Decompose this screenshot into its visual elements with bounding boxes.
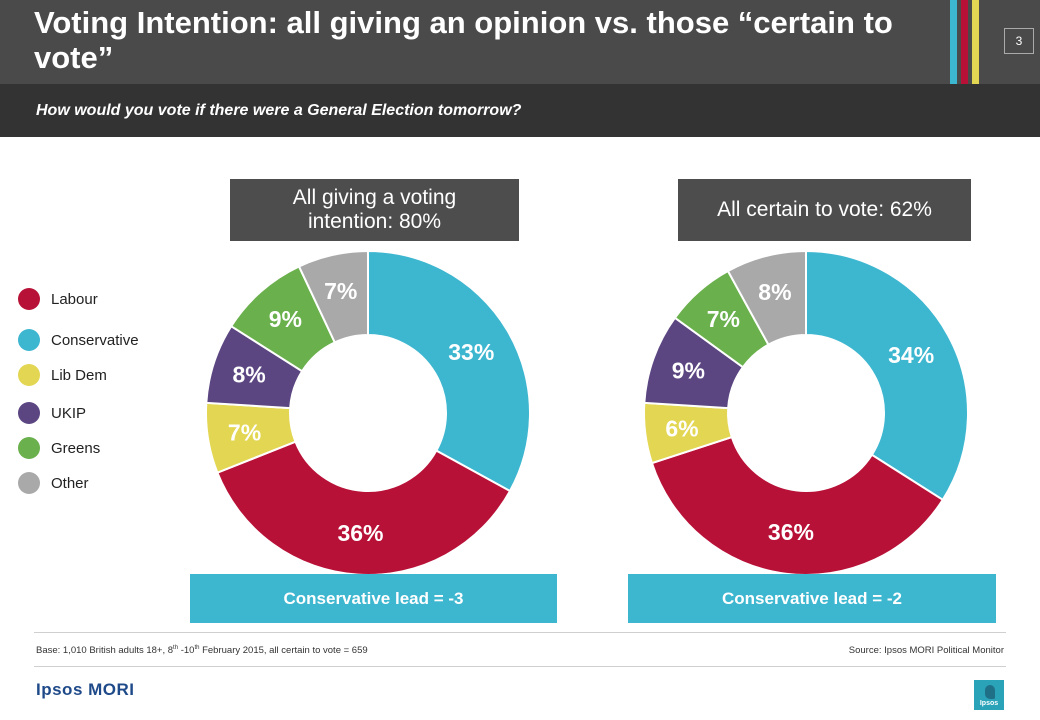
title-bar: Voting Intention: all giving an opinion … bbox=[0, 0, 1040, 84]
donut-slice-other bbox=[297, 249, 369, 344]
donut-slice-labour bbox=[216, 440, 512, 576]
legend-label: Other bbox=[51, 475, 89, 492]
footer-divider-bottom bbox=[34, 666, 1006, 667]
legend-dot-icon bbox=[18, 288, 40, 310]
base-sup-2: th bbox=[194, 645, 200, 651]
chart-1-title-text: All giving a voting intention: 80% bbox=[292, 186, 457, 233]
footer-divider-top bbox=[34, 632, 1006, 633]
legend-dot-icon bbox=[18, 402, 40, 424]
chart-1-lead-box: Conservative lead = -3 bbox=[190, 574, 557, 623]
legend-item-ukip: UKIP bbox=[18, 402, 178, 426]
donut-chart-all-giving: 33% 36% 7% 8% 9% 7% bbox=[205, 249, 531, 576]
page-number: 3 bbox=[1004, 28, 1034, 54]
donut-slice-conservative bbox=[805, 249, 969, 502]
slice-label-lib-dem: 7% bbox=[228, 420, 261, 446]
slice-label-ukip: 9% bbox=[672, 358, 705, 384]
legend-dot-icon bbox=[18, 472, 40, 494]
chart-2-lead-text: Conservative lead = -2 bbox=[721, 588, 902, 608]
source-note: Source: Ipsos MORI Political Monitor bbox=[848, 645, 1004, 656]
legend-item-greens: Greens bbox=[18, 437, 178, 461]
chart-2-title-text: All certain to vote: 62% bbox=[717, 198, 932, 221]
accent-stripe-yellow bbox=[972, 0, 979, 84]
slice-label-greens: 9% bbox=[269, 306, 302, 332]
donut-slice-labour bbox=[650, 435, 945, 576]
slice-label-other: 8% bbox=[758, 279, 791, 305]
base-mid: -10 bbox=[178, 645, 195, 657]
legend-label: Greens bbox=[51, 440, 101, 457]
chart-2-lead-box: Conservative lead = -2 bbox=[628, 574, 996, 623]
donut-slice-other bbox=[726, 249, 807, 347]
slice-label-ukip: 8% bbox=[232, 361, 265, 387]
accent-stripe-cyan bbox=[950, 0, 957, 84]
accent-stripe-red bbox=[961, 0, 968, 84]
slice-label-labour: 36% bbox=[337, 520, 383, 546]
legend-dot-icon bbox=[18, 329, 40, 351]
legend-label: Conservative bbox=[51, 332, 139, 349]
ipsos-logo-icon: Ipsos bbox=[974, 680, 1004, 710]
page-title: Voting Intention: all giving an opinion … bbox=[34, 5, 893, 75]
base-note: Base: 1,010 British adults 18+, 8th -10t… bbox=[36, 645, 368, 656]
base-prefix: Base: 1,010 British adults 18+, 8 bbox=[36, 645, 174, 657]
subtitle-bar bbox=[0, 84, 1040, 137]
donut-chart-certain-to-vote: 34% 36% 6% 9%7% 8% bbox=[643, 249, 969, 576]
base-sup-1: th bbox=[173, 645, 179, 651]
slice-label-conservative: 34% bbox=[888, 342, 934, 368]
legend-item-conservative: Conservative bbox=[18, 329, 178, 353]
chart-2-title: All certain to vote: 62% bbox=[678, 179, 971, 241]
slice-label-lib-dem: 6% bbox=[665, 416, 698, 442]
logo-mark bbox=[985, 685, 995, 699]
slice-label-greens: 7% bbox=[707, 306, 740, 332]
slice-label-labour: 36% bbox=[768, 519, 814, 545]
legend-item-other: Other bbox=[18, 472, 178, 496]
logo-text: Ipsos bbox=[979, 700, 999, 707]
slice-label-other: 7% bbox=[324, 278, 357, 304]
legend-label: UKIP bbox=[51, 405, 87, 422]
chart-1-lead-text: Conservative lead = -3 bbox=[283, 588, 464, 608]
legend-label: Labour bbox=[51, 291, 98, 308]
legend-item-lib-dem: Lib Dem bbox=[18, 364, 178, 388]
slice-label-conservative: 33% bbox=[448, 339, 494, 365]
base-suffix: February 2015, all certain to vote = 659 bbox=[199, 645, 368, 657]
brand-logo-text: Ipsos MORI bbox=[36, 680, 135, 699]
donut-slice-conservative bbox=[367, 249, 531, 493]
legend-dot-icon bbox=[18, 437, 40, 459]
chart-1-title: All giving a voting intention: 80% bbox=[230, 179, 519, 241]
legend-item-labour: Labour bbox=[18, 288, 178, 312]
legend-label: Lib Dem bbox=[51, 367, 107, 384]
question-text: How would you vote if there were a Gener… bbox=[36, 102, 522, 119]
legend-dot-icon bbox=[18, 364, 40, 386]
